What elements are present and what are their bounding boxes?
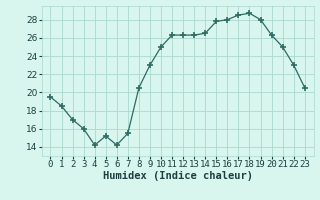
X-axis label: Humidex (Indice chaleur): Humidex (Indice chaleur) — [103, 171, 252, 181]
